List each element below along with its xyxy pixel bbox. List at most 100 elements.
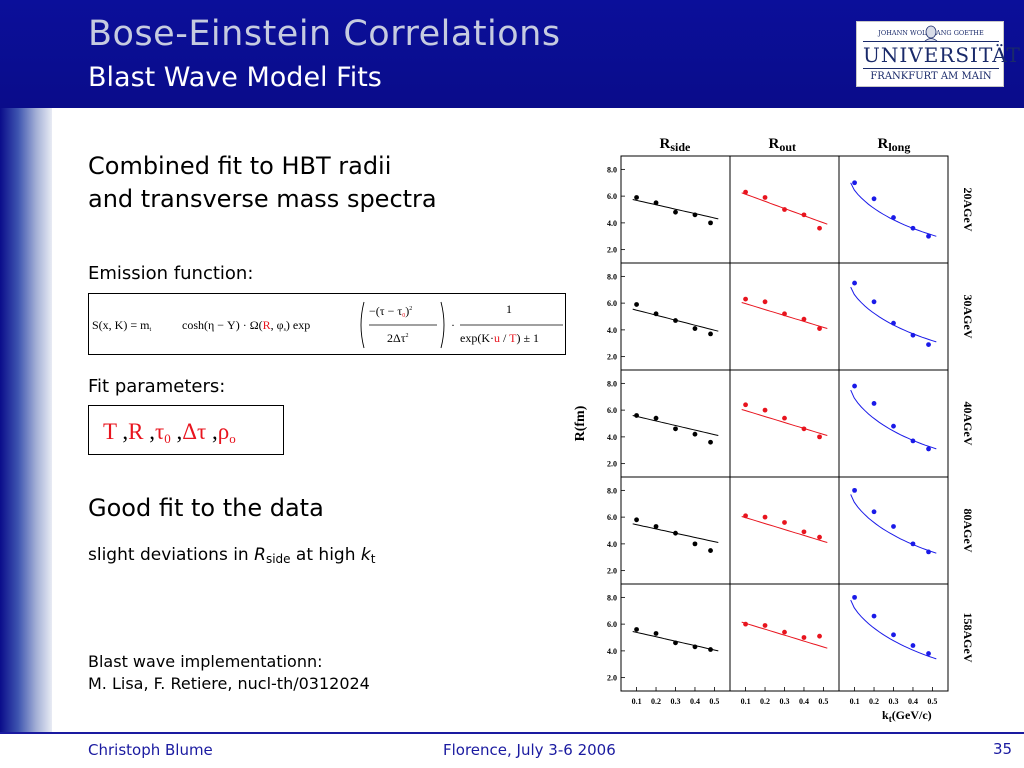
data-point: [692, 644, 698, 650]
x-axis-label: kt(GeV/c): [882, 708, 932, 722]
data-point: [743, 513, 748, 519]
data-point: [762, 407, 768, 413]
data-point: [910, 332, 916, 338]
hbt-radii-chart: Rside Rout Rlong 20AGeV 30AGeV 40AGeV 80AGeV 15…: [573, 136, 975, 722]
data-point: [852, 594, 857, 600]
x-tick-label: 0.5: [818, 697, 828, 706]
data-point: [926, 342, 931, 347]
data-point: [634, 517, 639, 523]
logo-rule: [863, 68, 999, 69]
row-label: 158AGeV: [961, 613, 975, 663]
data-point: [871, 401, 877, 406]
left-gradient-bar: [0, 108, 52, 732]
y-tick-label: 6.0: [607, 299, 617, 308]
goethe-portrait-icon: [923, 25, 939, 42]
slide-subtitle: Blast Wave Model Fits: [88, 62, 382, 93]
data-point: [782, 207, 787, 212]
data-point: [782, 520, 787, 525]
data-point: [708, 647, 713, 652]
logo-rule: [863, 41, 999, 42]
y-tick-label: 4.0: [607, 540, 617, 549]
row-label: 30AGeV: [961, 295, 975, 339]
data-point: [634, 413, 639, 418]
fit-curve: [741, 621, 828, 649]
data-point: [653, 311, 659, 317]
column-header: Rside: [660, 136, 692, 154]
x-tick-label: 0.1: [741, 697, 751, 706]
data-point: [634, 627, 639, 632]
data-point: [801, 316, 807, 322]
data-point: [817, 633, 822, 639]
x-tick-label: 0.1: [850, 697, 860, 706]
data-point: [653, 631, 659, 636]
data-point: [871, 613, 877, 619]
y-tick-label: 4.0: [607, 326, 617, 335]
data-point: [708, 220, 713, 226]
emission-formula: S(x, K) = mt cosh(η − Y) · Ω(R, φs) exp …: [92, 301, 563, 349]
data-point: [817, 326, 822, 331]
data-point: [653, 524, 659, 529]
y-axis-label: R(fm): [573, 405, 588, 441]
university-logo: JOHANN WOLFGANG GOETHE UNIVERSITÄT FRANK…: [856, 21, 1020, 87]
y-tick-label: 2.0: [607, 674, 617, 683]
fit-parameters-formula: T ,R ,τ0 ,Δτ ,ρo: [103, 419, 236, 446]
row-label: 40AGeV: [961, 402, 975, 446]
data-point: [762, 195, 768, 200]
data-point: [673, 209, 678, 215]
data-point: [653, 200, 659, 206]
x-tick-label: 0.2: [869, 697, 879, 706]
data-point: [852, 180, 857, 186]
data-point: [708, 548, 713, 553]
data-point: [871, 196, 877, 202]
footer-venue: Florence, July 3-6 2006: [443, 741, 616, 759]
column-header: Rlong: [878, 136, 911, 154]
y-tick-label: 8.0: [607, 165, 617, 174]
data-point: [692, 326, 698, 331]
logo-city: FRANKFURT AM MAIN: [870, 71, 992, 82]
x-tick-label: 0.3: [780, 697, 790, 706]
y-tick-label: 6.0: [607, 192, 617, 201]
y-tick-label: 2.0: [607, 353, 617, 362]
row-label: 80AGeV: [961, 509, 975, 553]
data-point: [910, 438, 916, 444]
data-point: [891, 632, 896, 638]
data-point: [692, 212, 698, 218]
data-point: [743, 402, 748, 408]
data-point: [653, 415, 659, 421]
fit-curve: [632, 415, 719, 436]
data-point: [692, 431, 698, 437]
data-point: [891, 320, 896, 326]
data-point: [782, 629, 787, 635]
data-point: [817, 534, 822, 540]
chart-frame: [620, 155, 949, 692]
data-point: [673, 530, 678, 536]
x-tick-label: 0.1: [632, 697, 642, 706]
fit-curve: [850, 389, 937, 450]
implementation-line-2: M. Lisa, F. Retiere, nucl-th/0312024: [88, 674, 370, 693]
formula-lhs: S(x, K) = mt: [92, 318, 151, 333]
data-point: [673, 318, 678, 323]
data-point: [708, 439, 713, 445]
data-point: [801, 426, 807, 432]
formula-fraction2-numerator: 1: [506, 302, 512, 316]
y-tick-label: 6.0: [607, 513, 617, 522]
intro-line-2: and transverse mass spectra: [88, 185, 437, 213]
y-tick-label: 6.0: [607, 620, 617, 629]
data-point: [673, 426, 678, 432]
data-point: [801, 635, 807, 640]
data-point: [852, 280, 857, 286]
y-tick-label: 4.0: [607, 219, 617, 228]
data-point: [817, 225, 822, 231]
x-tick-label: 0.2: [760, 697, 770, 706]
data-point: [708, 331, 713, 337]
formula-numerator: −(τ − τ0)2: [369, 304, 412, 319]
data-point: [910, 541, 916, 547]
x-tick-label: 0.3: [889, 697, 899, 706]
intro-line-1: Combined fit to HBT radii: [88, 152, 392, 180]
data-point: [634, 302, 639, 307]
data-point: [743, 296, 748, 302]
implementation-line-1: Blast wave implementationn:: [88, 652, 323, 671]
data-point: [634, 195, 639, 200]
emission-function-label: Emission function:: [88, 263, 254, 284]
good-fit-heading: Good fit to the data: [88, 494, 324, 522]
